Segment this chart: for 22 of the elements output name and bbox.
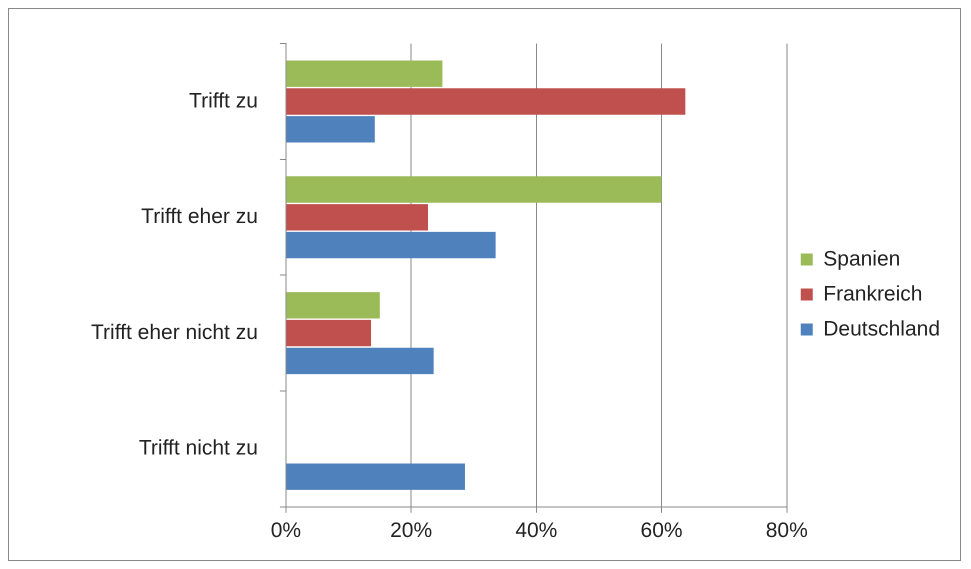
bar <box>286 176 662 203</box>
bar <box>286 60 442 87</box>
y-tick-label: Trifft zu <box>189 89 258 112</box>
bar <box>286 292 380 319</box>
x-tick-label: 80% <box>766 519 808 542</box>
x-tick-label: 40% <box>515 519 558 542</box>
bar <box>286 348 434 374</box>
bar <box>286 204 428 230</box>
x-tick-label: 60% <box>640 519 683 542</box>
y-tick-label: Trifft eher nicht zu <box>90 320 258 344</box>
y-tick-label: Trifft eher zu <box>141 205 258 228</box>
bar <box>286 232 496 258</box>
legend-label: Spanien <box>823 247 900 270</box>
bar <box>286 320 372 346</box>
x-tick-label: 0% <box>270 519 302 542</box>
legend-label: Frankreich <box>823 282 922 306</box>
bar <box>286 116 375 142</box>
bar <box>286 88 686 115</box>
y-tick-label: Trifft nicht zu <box>138 436 258 460</box>
x-tick-label: 20% <box>390 519 432 542</box>
bar <box>286 463 465 490</box>
legend-label: Deutschland <box>823 317 940 340</box>
